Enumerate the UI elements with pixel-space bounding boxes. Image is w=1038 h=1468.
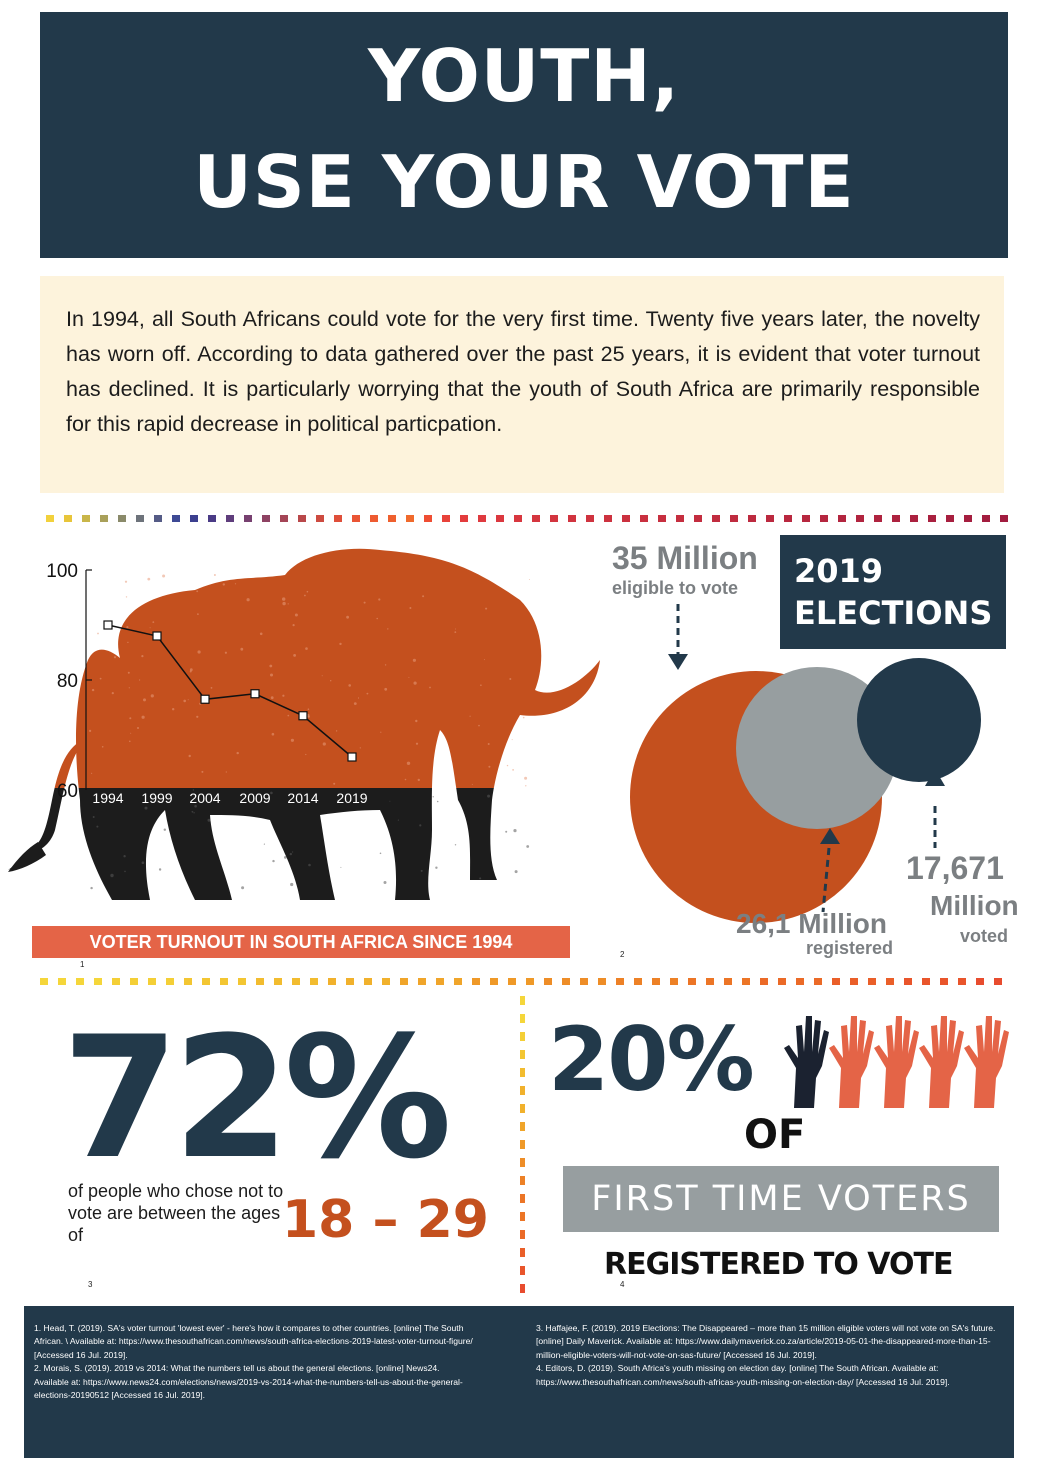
turnout-chart: 100 80 60 1994 1999 2004 2009 2014 2019 [8,548,600,900]
turnout-point-2004 [200,694,210,704]
elections-box: 2019 ELECTIONS [780,535,1006,649]
stat-72-text: of people who chose not to vote are betw… [68,1181,284,1245]
title-banner: YOUTH, USE YOUR VOTE [40,12,1008,258]
turnout-point-2014 [298,711,308,721]
registered-label: registered [806,938,894,958]
intro-box: In 1994, all South Africans could vote f… [40,276,1004,493]
title-line-1: YOUTH, [368,34,680,118]
first-time-voters-box: FIRST TIME VOTERS [563,1166,999,1232]
stat-20-value: 20% [548,1008,755,1111]
footnote-3: 3 [88,1280,93,1289]
footnote-2: 2 [620,950,625,959]
x-tick-1999: 1999 [141,790,172,806]
hand-5 [964,1016,1009,1108]
registered-value: 26,1 Million [736,908,887,939]
y-tick-60: 60 [57,781,78,802]
eligible-label: eligible to vote [612,578,739,598]
voted-circle [857,658,981,782]
x-tick-1994: 1994 [92,790,123,806]
voted-value-1: 17,671 [906,850,1004,886]
y-tick-80: 80 [57,671,78,692]
separator-dots-top [46,515,1018,522]
elections-bubbles [630,604,981,923]
stat-72-value: 72% [62,1000,452,1196]
turnout-point-2009 [250,689,260,699]
age-range: 18 – 29 [282,1190,489,1250]
turnout-point-2019 [347,752,357,762]
intro-text: In 1994, all South Africans could vote f… [66,307,980,436]
separator-dots-middle [40,978,1012,985]
turnout-point-1999 [152,631,162,641]
hand-2 [829,1016,874,1108]
x-tick-2014: 2014 [287,790,318,806]
elections-title-2: ELECTIONS [794,594,993,632]
references-panel: 1. Head, T. (2019). SA's voter turnout '… [24,1306,1014,1458]
x-tick-2009: 2009 [239,790,270,806]
x-tick-2019: 2019 [336,790,367,806]
voted-value-2: Million [930,890,1019,921]
y-tick-100: 100 [46,561,78,582]
hand-4 [919,1016,964,1108]
hand-3 [874,1016,919,1108]
of-label: OF [744,1112,806,1158]
x-tick-2004: 2004 [189,790,220,806]
reference-3: 3. Haffajee, F. (2019). 2019 Elections: … [536,1323,996,1360]
title-line-2: USE YOUR VOTE [193,140,855,224]
raised-hands-icon [784,1016,1009,1108]
separator-dots-vertical [520,996,525,1302]
eligible-value: 35 Million [612,540,758,576]
elections-title-1: 2019 [794,552,884,590]
reference-2: 2. Morais, S. (2019). 2019 vs 2014: What… [34,1363,463,1401]
reference-4: 4. Editors, D. (2019). South Africa's yo… [536,1363,950,1387]
reference-1: 1. Head, T. (2019). SA's voter turnout '… [34,1323,473,1360]
turnout-point-1994 [103,620,113,630]
footnote-4: 4 [620,1280,625,1289]
registered-circle [736,667,898,829]
turnout-line [107,624,353,758]
hand-1 [784,1016,829,1108]
registered-to-vote-label: REGISTERED TO VOTE [604,1247,953,1282]
chart-caption: VOTER TURNOUT IN SOUTH AFRICA SINCE 1994 [32,926,570,958]
voted-label: voted [960,926,1009,946]
footnote-1: 1 [80,960,85,969]
